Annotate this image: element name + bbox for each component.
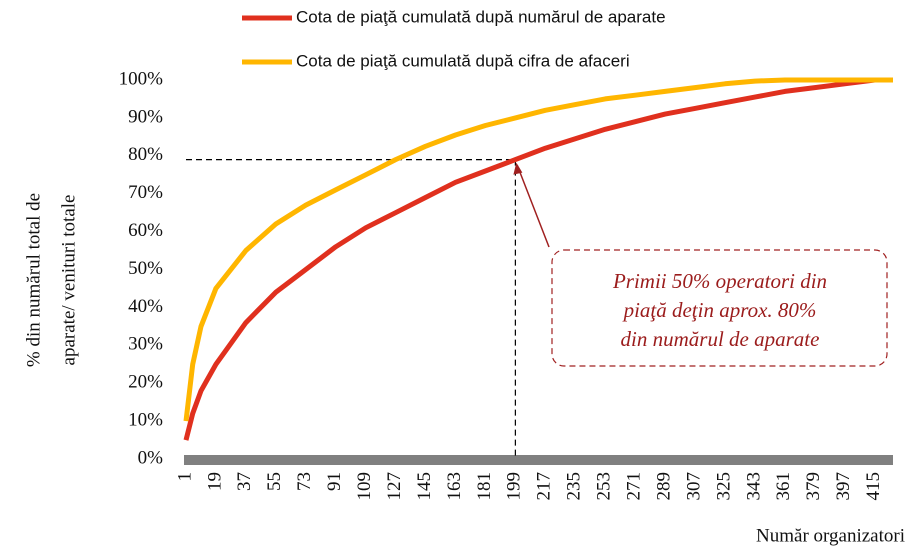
x-tick-label: 73 [294, 472, 315, 491]
x-axis [184, 455, 893, 465]
y-tick-label: 10% [128, 409, 163, 430]
x-tick-label: 19 [204, 472, 225, 491]
x-tick-label: 343 [743, 472, 764, 501]
series-line [183, 77, 893, 422]
x-tick-label: 217 [534, 472, 555, 501]
x-tick-label: 397 [833, 472, 854, 501]
y-tick-label: 50% [128, 258, 163, 279]
x-tick-label: 235 [564, 472, 585, 501]
x-axis-title: Număr organizatori [756, 525, 905, 546]
x-tick-label: 145 [414, 472, 435, 501]
x-tick-label: 361 [773, 472, 794, 501]
y-axis-title: aparate/ venituri totale [58, 195, 79, 366]
x-tick-label: 91 [324, 472, 345, 491]
y-tick-label: 60% [128, 220, 163, 241]
legend-label: Cota de piaţă cumulată după numărul de a… [296, 7, 666, 26]
x-tick-label: 415 [863, 472, 884, 501]
x-tick-label: 127 [384, 472, 405, 501]
annotation-arrow [516, 165, 550, 248]
x-tick-label: 307 [683, 472, 704, 501]
x-tick-label: 289 [653, 472, 674, 501]
x-tick-label: 109 [354, 472, 375, 501]
annotation-arrowhead [513, 162, 523, 175]
y-tick-label: 40% [128, 296, 163, 317]
y-tick-label: 90% [128, 106, 163, 127]
y-tick-label: 80% [128, 144, 163, 165]
x-tick-label: 55 [264, 472, 285, 491]
x-tick-label: 271 [624, 472, 645, 501]
annotation-text: din numărul de aparate [621, 327, 820, 351]
y-tick-label: 30% [128, 334, 163, 355]
series-line [183, 77, 893, 441]
y-tick-label: 100% [119, 68, 164, 89]
x-tick-label: 199 [504, 472, 525, 501]
y-axis-title: % din numărul total de [23, 193, 44, 367]
x-tick-label: 37 [234, 472, 255, 491]
x-tick-label: 379 [803, 472, 824, 501]
annotation-box [551, 249, 888, 367]
y-tick-label: 20% [128, 372, 163, 393]
x-tick-label: 325 [713, 472, 734, 501]
annotation-text: Primii 50% operatori din [612, 269, 827, 293]
legend-label: Cota de piaţă cumulată după cifra de afa… [296, 51, 630, 70]
x-tick-label: 253 [594, 472, 615, 501]
x-tick-label: 181 [474, 472, 495, 501]
x-tick-label: 163 [444, 472, 465, 501]
y-tick-label: 0% [138, 447, 164, 468]
annotation-text: piaţă deţin aprox. 80% [622, 298, 817, 322]
y-tick-label: 70% [128, 182, 163, 203]
x-tick-label: 1 [174, 472, 195, 482]
